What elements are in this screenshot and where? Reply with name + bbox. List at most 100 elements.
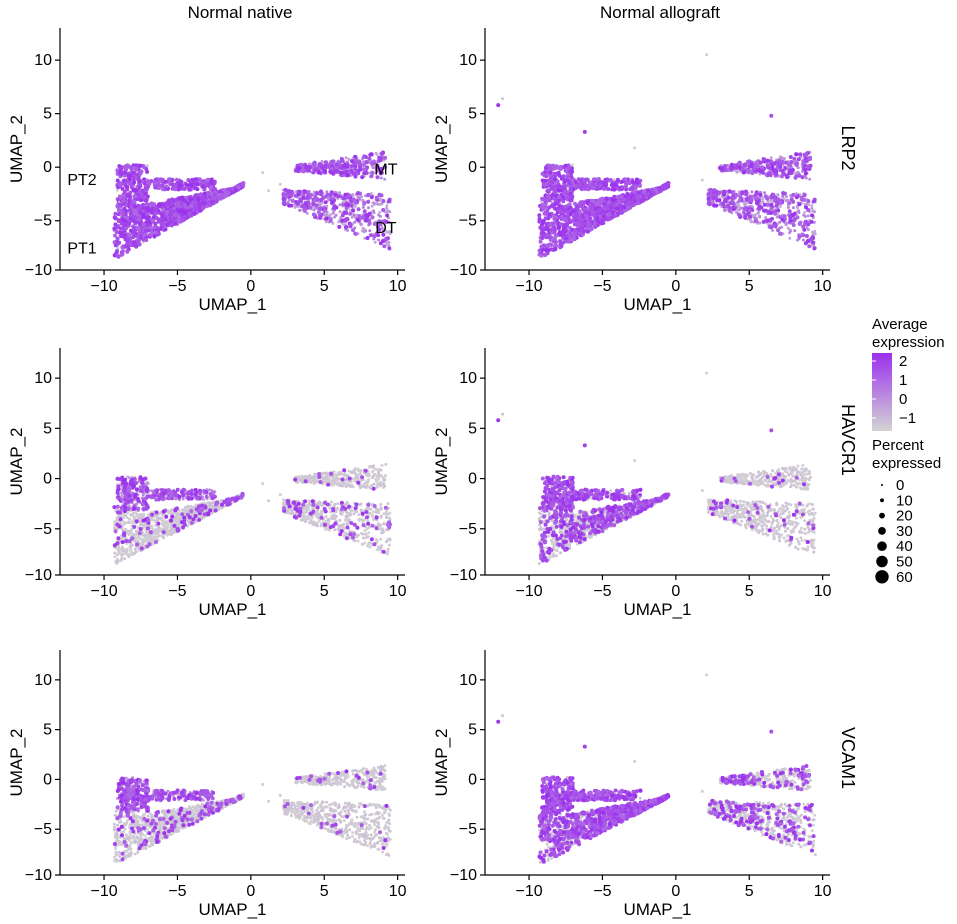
- cell-point: [348, 211, 353, 216]
- cell-point: [374, 151, 378, 155]
- outlier-cell-point: [582, 129, 587, 134]
- cell-point: [125, 193, 130, 198]
- cell-point: [329, 191, 334, 196]
- cell-point: [388, 210, 392, 214]
- cell-point: [556, 171, 561, 176]
- cell-point: [736, 212, 741, 217]
- cell-point: [172, 221, 177, 226]
- cell-point: [755, 200, 759, 205]
- cell-point: [803, 214, 807, 218]
- cell-point: [180, 186, 185, 191]
- cell-point: [165, 222, 170, 227]
- cell-point: [211, 196, 216, 201]
- cell-point: [774, 203, 779, 208]
- cell-point: [568, 191, 573, 196]
- cell-point: [124, 203, 129, 208]
- cell-point: [750, 190, 754, 194]
- cell-point: [778, 161, 783, 166]
- cell-point: [545, 243, 550, 248]
- cell-point: [187, 187, 192, 192]
- cell-point: [116, 212, 121, 217]
- cell-point: [563, 217, 568, 222]
- cell-point: [133, 194, 138, 199]
- x-tick-label: −5: [168, 278, 186, 295]
- cell-point: [753, 164, 758, 169]
- cell-point: [301, 195, 306, 200]
- cell-point: [160, 183, 165, 188]
- cell-point: [170, 199, 175, 203]
- cluster-label-pt1: PT1: [67, 241, 96, 258]
- cell-point: [115, 188, 119, 192]
- cell-point: [207, 201, 212, 206]
- cell-point: [180, 204, 185, 209]
- cell-point: [289, 193, 294, 198]
- cell-point: [347, 157, 351, 161]
- cell-point: [200, 197, 205, 202]
- cluster-mt-points: [717, 150, 813, 181]
- cell-point: [758, 214, 761, 218]
- cell-point: [126, 238, 131, 243]
- cell-point: [119, 250, 124, 255]
- cell-point: [113, 211, 118, 216]
- cell-point: [630, 193, 635, 198]
- cell-point: [156, 217, 161, 222]
- cell-point: [791, 199, 796, 204]
- cell-point: [547, 180, 552, 185]
- cell-point: [730, 196, 735, 201]
- outlier-cell-point: [501, 97, 505, 101]
- cell-point: [290, 198, 295, 203]
- cell-point: [358, 166, 363, 171]
- cell-point: [287, 203, 292, 208]
- cell-point: [202, 201, 207, 206]
- cell-point: [194, 203, 198, 208]
- cell-point: [297, 166, 302, 171]
- cell-point: [735, 170, 739, 174]
- cell-point: [379, 176, 383, 180]
- cell-point: [368, 233, 373, 238]
- cell-point: [553, 201, 558, 206]
- cell-point: [152, 234, 157, 239]
- cell-point: [806, 199, 811, 204]
- cell-point: [328, 169, 333, 174]
- cell-point: [141, 222, 146, 226]
- cell-point: [793, 229, 797, 233]
- cell-point: [366, 193, 371, 198]
- cell-point: [179, 218, 184, 223]
- cell-point: [563, 233, 568, 238]
- cell-point: [134, 167, 139, 172]
- cell-point: [563, 190, 568, 195]
- cell-point: [190, 200, 195, 205]
- cell-point: [552, 215, 557, 219]
- y-tick-label: −10: [450, 262, 477, 279]
- cell-point: [634, 180, 639, 185]
- cell-point: [138, 204, 143, 209]
- cell-point: [562, 226, 567, 231]
- cell-point: [353, 231, 358, 236]
- cell-point: [591, 199, 596, 204]
- cell-point: [757, 206, 762, 210]
- cell-point: [795, 161, 800, 166]
- cell-point: [744, 192, 749, 197]
- cell-point: [340, 218, 345, 223]
- cell-point: [153, 221, 158, 226]
- cell-point: [537, 213, 542, 218]
- cell-point: [116, 219, 121, 224]
- cell-point: [131, 240, 136, 245]
- cell-point: [382, 244, 387, 249]
- cell-point: [121, 234, 126, 239]
- cell-point: [285, 189, 290, 193]
- cell-point: [226, 191, 231, 196]
- cell-point: [585, 177, 590, 182]
- cell-point: [161, 207, 166, 212]
- cell-point: [794, 174, 799, 179]
- cell-point: [381, 199, 386, 204]
- cell-point: [113, 243, 118, 248]
- cell-point: [212, 180, 217, 185]
- cell-point: [370, 204, 374, 208]
- cell-point: [548, 170, 553, 175]
- cell-point: [137, 242, 142, 247]
- cell-point: [547, 235, 552, 240]
- cell-point: [192, 181, 196, 186]
- cell-point: [348, 223, 353, 228]
- cell-point: [568, 205, 573, 210]
